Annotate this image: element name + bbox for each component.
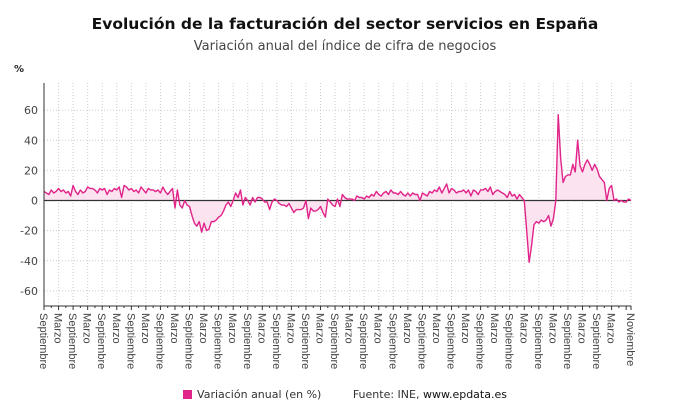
x-tick-label: Marzo: [488, 313, 500, 344]
x-tick-label: Septiembre: [95, 313, 107, 369]
x-tick-label: Marzo: [517, 313, 529, 344]
x-tick-label: Marzo: [605, 313, 617, 344]
y-tick-label: 60: [24, 104, 38, 117]
source-note: Fuente: INE, www.epdata.es: [353, 388, 507, 401]
x-tick-label: Septiembre: [386, 313, 398, 369]
x-tick-label: Septiembre: [328, 313, 340, 369]
x-tick-label: Septiembre: [212, 313, 224, 369]
x-tick-label: Septiembre: [590, 313, 602, 369]
x-tick-label: Marzo: [197, 313, 209, 344]
x-tick-label: Septiembre: [183, 313, 195, 369]
x-tick-label: Septiembre: [124, 313, 136, 369]
data-points: [43, 114, 631, 263]
y-tick-label: -60: [20, 285, 38, 298]
x-tick-label: Marzo: [343, 313, 355, 344]
series-line: [43, 113, 632, 263]
x-tick-label: Septiembre: [37, 313, 49, 369]
x-tick-label: Septiembre: [241, 313, 253, 369]
x-tick-label: Septiembre: [153, 313, 165, 369]
x-tick-label: Marzo: [110, 313, 122, 344]
x-tick-label: Marzo: [459, 313, 471, 344]
chart-title: Evolución de la facturación del sector s…: [91, 15, 599, 33]
x-tick-label: Septiembre: [299, 313, 311, 369]
y-tick-label: -40: [20, 255, 38, 268]
legend: Variación anual (en %) Fuente: INE, www.…: [0, 388, 690, 401]
x-tick-label: Marzo: [401, 313, 413, 344]
x-tick-label: Marzo: [139, 313, 151, 344]
x-tick-label: Noviembre: [624, 313, 636, 366]
source-label: Fuente: INE,: [352, 388, 420, 401]
x-tick-label: Marzo: [575, 313, 587, 344]
y-tick-label: -20: [20, 225, 38, 238]
x-tick-label: Marzo: [168, 313, 180, 344]
x-tick-label: Septiembre: [503, 313, 515, 369]
x-tick-label: Marzo: [284, 313, 296, 344]
x-tick-label: Marzo: [52, 313, 64, 344]
x-tick-label: Septiembre: [66, 313, 78, 369]
y-tick-label: 20: [24, 164, 38, 177]
legend-label: Variación anual (en %): [197, 388, 322, 401]
y-tick-label: 40: [24, 134, 38, 147]
x-tick-label: Marzo: [255, 313, 267, 344]
x-tick-label: Septiembre: [561, 313, 573, 369]
x-tick-label: Marzo: [314, 313, 326, 344]
legend-swatch: [183, 390, 193, 399]
x-tick-label: Septiembre: [357, 313, 369, 369]
x-tick-label: Marzo: [81, 313, 93, 344]
y-tick-label: 0: [31, 195, 38, 208]
x-tick-label: Marzo: [546, 313, 558, 344]
x-tick-label: Marzo: [430, 313, 442, 344]
x-tick-label: Septiembre: [415, 313, 427, 369]
x-tick-label: Septiembre: [474, 313, 486, 369]
source-site: www.epdata.es: [422, 388, 507, 401]
y-axis-unit: %: [14, 64, 25, 75]
x-tick-label: Septiembre: [532, 313, 544, 369]
chart-subtitle: Variación anual del índice de cifra de n…: [193, 39, 497, 54]
x-tick-label: Marzo: [226, 313, 238, 344]
x-tick-label: Marzo: [372, 313, 384, 344]
x-tick-label: Septiembre: [270, 313, 282, 369]
x-tick-label: Septiembre: [445, 313, 457, 369]
